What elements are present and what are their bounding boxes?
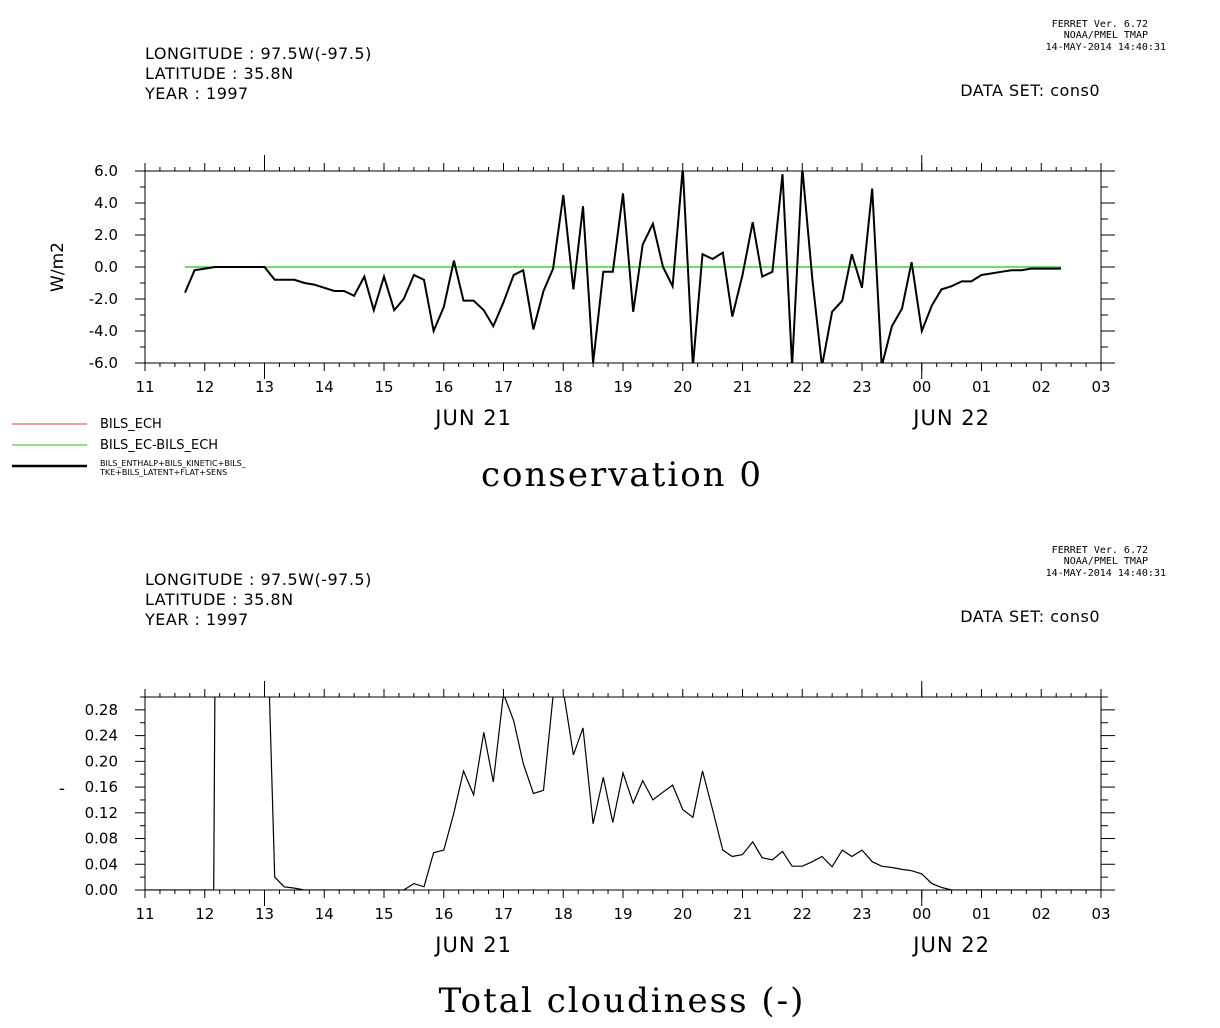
header-latitude: LATITUDE : 35.8N: [145, 64, 294, 83]
y-tick-label: -4.0: [89, 322, 118, 340]
x-tick-label: 17: [494, 905, 513, 923]
x-tick-label: 00: [912, 905, 931, 923]
legend: BILS_ECH BILS_EC-BILS_ECH BILS_ENTHALP+B…: [12, 417, 247, 477]
y-tick-label: 2.0: [94, 226, 118, 244]
x-tick-label: 16: [434, 905, 453, 923]
y-tick-label: -6.0: [89, 354, 118, 372]
ferret-org: NOAA/PMEL TMAP: [1064, 30, 1148, 41]
ferret-version-2: FERRET Ver. 6.72: [1052, 545, 1148, 556]
series-line-0: [145, 697, 1101, 890]
x-tick-label: 01: [972, 378, 991, 396]
x-tick-label: 03: [1091, 905, 1110, 923]
legend-label-bils-ech: BILS_ECH: [100, 417, 162, 432]
y-axis-label: W/m2: [48, 242, 68, 292]
panel-conservation: FERRET Ver. 6.72 NOAA/PMEL TMAP 14-MAY-2…: [12, 19, 1166, 495]
y-tick-label: 0.00: [85, 881, 118, 899]
header-dataset-2: DATA SET: cons0: [960, 607, 1100, 626]
header-longitude: LONGITUDE : 97.5W(-97.5): [145, 44, 372, 63]
x-tick-label: 15: [374, 378, 393, 396]
plot-frame: [144, 696, 1102, 891]
y-tick-label: 0.24: [85, 727, 118, 745]
x-tick-label: 18: [554, 378, 573, 396]
header-year: YEAR : 1997: [144, 84, 249, 103]
legend-label-sum-line2: TKE+BILS_LATENT+FLAT+SENS: [99, 468, 227, 477]
date-label: JUN 21: [433, 406, 512, 430]
x-tick-label: 11: [135, 378, 154, 396]
x-tick-label: 14: [315, 905, 334, 923]
x-tick-label: 19: [613, 378, 632, 396]
x-tick-label: 18: [554, 905, 573, 923]
x-tick-label: 13: [255, 378, 274, 396]
x-tick-label: 16: [434, 378, 453, 396]
x-tick-label: 15: [374, 905, 393, 923]
ferret-date-2: 14-MAY-2014 14:40:31: [1046, 568, 1166, 579]
legend-label-bils-ec-diff: BILS_EC-BILS_ECH: [100, 438, 218, 453]
date-label: JUN 22: [911, 933, 990, 957]
y-tick-label: 6.0: [94, 162, 118, 180]
chart-title-cloudiness: Total cloudiness (-): [439, 981, 806, 1021]
x-tick-label: 01: [972, 905, 991, 923]
x-tick-label: 17: [494, 378, 513, 396]
y-tick-label: 0.0: [94, 258, 118, 276]
x-tick-label: 20: [673, 378, 692, 396]
y-tick-label: 0.28: [85, 701, 118, 719]
x-tick-label: 21: [733, 905, 752, 923]
header-year-2: YEAR : 1997: [144, 610, 249, 629]
x-tick-label: 22: [793, 905, 812, 923]
header-latitude-2: LATITUDE : 35.8N: [145, 590, 294, 609]
x-tick-label: 12: [195, 905, 214, 923]
y-tick-label: 0.12: [85, 804, 118, 822]
x-tick-label: 22: [793, 378, 812, 396]
series-group: [184, 171, 1061, 363]
panel-cloudiness: FERRET Ver. 6.72 NOAA/PMEL TMAP 14-MAY-2…: [59, 545, 1166, 1021]
chart-title-conservation: conservation 0: [481, 455, 763, 495]
plot-area-conservation: 11 12 13 14 15 16 17 18 19 20 21 22 23 00 01 02 03 JUN 21…: [89, 155, 1115, 430]
y-tick-label: 4.0: [94, 194, 118, 212]
x-tick-label: 02: [1032, 905, 1051, 923]
x-tick-label: 02: [1032, 378, 1051, 396]
y-axis-label-2: -: [59, 779, 65, 799]
x-tick-label: 14: [315, 378, 334, 396]
x-tick-label: 00: [912, 378, 931, 396]
x-tick-label: 13: [255, 905, 274, 923]
x-tick-label: 23: [852, 905, 871, 923]
ferret-org-2: NOAA/PMEL TMAP: [1064, 556, 1148, 567]
series-line-1: [184, 171, 1061, 363]
series-group: [145, 697, 1101, 890]
x-tick-label: 21: [733, 378, 752, 396]
y-tick-label: 0.04: [85, 855, 118, 873]
y-tick-label: 0.08: [85, 830, 118, 848]
date-label: JUN 21: [433, 933, 512, 957]
header-dataset: DATA SET: cons0: [960, 81, 1100, 100]
ferret-version: FERRET Ver. 6.72: [1052, 19, 1148, 30]
x-tick-label: 03: [1091, 378, 1110, 396]
header-longitude-2: LONGITUDE : 97.5W(-97.5): [145, 570, 372, 589]
x-tick-label: 23: [852, 378, 871, 396]
date-label: JUN 22: [911, 406, 990, 430]
x-tick-label: 20: [673, 905, 692, 923]
x-tick-label: 12: [195, 378, 214, 396]
y-tick-label: -2.0: [89, 290, 118, 308]
ferret-date: 14-MAY-2014 14:40:31: [1046, 42, 1166, 53]
y-tick-label: 0.20: [85, 752, 118, 770]
x-tick-label: 11: [135, 905, 154, 923]
plot-area-cloudiness: 11 12 13 14 15 16 17 18 19 20 21 22 23 00 01 02 03 JUN 21…: [85, 681, 1115, 957]
y-tick-label: 0.16: [85, 778, 118, 796]
x-tick-label: 19: [613, 905, 632, 923]
legend-label-sum-line1: BILS_ENTHALP+BILS_KINETIC+BILS_: [100, 459, 247, 468]
